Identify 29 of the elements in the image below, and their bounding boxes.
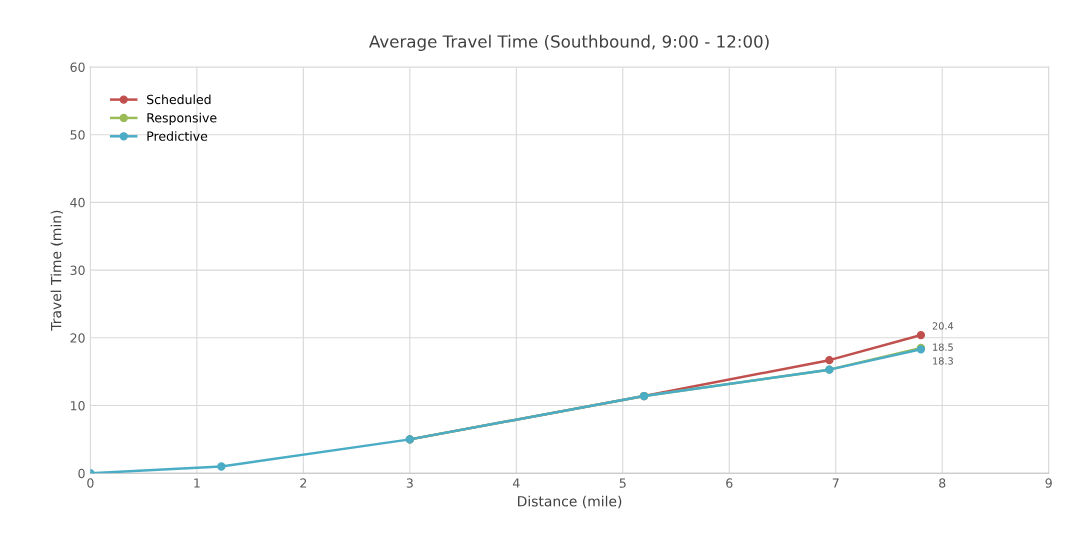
x-tick-label: 4 [512,478,520,488]
y-tick-label: 10 [70,401,85,411]
y-axis-title: Travel Time (min) [50,210,64,331]
y-tick-label: 0 [78,468,85,479]
x-tick-label: 9 [1045,478,1052,488]
x-axis-title: Distance (mile) [518,495,622,509]
data-label: 20.4 [932,322,954,330]
chart-title: Average Travel Time (Southbound, 9:00 - 12:00) [369,34,769,51]
y-tick-label: 40 [70,197,85,208]
point [217,462,226,471]
x-tick-label: 0 [87,478,94,488]
point [916,330,926,340]
y-tick-label: 50 [70,130,85,140]
x-tick-label: 2 [300,478,307,488]
y-tick-label: 30 [70,265,85,276]
x-tick-label: 1 [194,478,200,488]
x-tick-label: 7 [832,478,839,488]
x-tick-label: 6 [726,478,733,488]
y-tick-label: 20 [70,333,85,343]
data-label: 18.5 [933,343,953,351]
point [825,355,834,365]
legend-label: Predictive [147,131,208,141]
legend-label: Responsive [147,112,217,125]
legend-label: Scheduled [147,94,211,105]
x-tick-label: 3 [406,478,413,488]
x-tick-label: 5 [619,478,626,488]
y-tick-label: 60 [70,62,85,72]
x-tick-label: 8 [939,478,946,488]
data-label: 18.3 [933,357,953,365]
